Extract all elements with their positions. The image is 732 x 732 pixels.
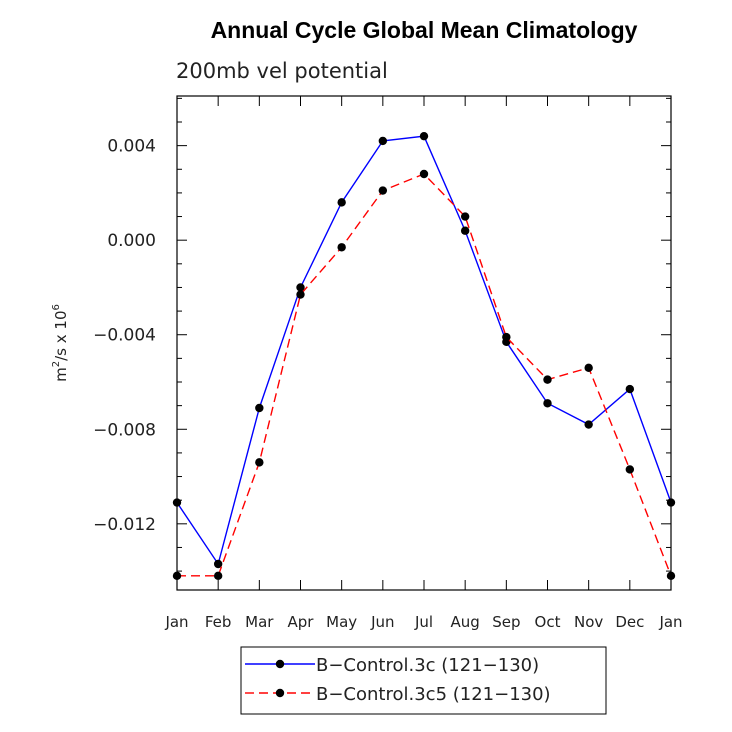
- x-tick-label: Jun: [370, 613, 394, 631]
- chart-subtitle: 200mb vel potential: [176, 59, 388, 83]
- chart-title: Annual Cycle Global Mean Climatology: [211, 17, 638, 43]
- x-tick-label: Jan: [658, 613, 682, 631]
- series-line: [177, 173, 672, 577]
- data-point: [296, 290, 305, 299]
- y-tick-labels: 0.004 0.000 −0.004 −0.008 −0.012: [93, 137, 156, 535]
- data-point: [337, 198, 346, 207]
- x-tick-label: Aug: [451, 613, 480, 631]
- data-point: [255, 403, 264, 413]
- data-point: [378, 136, 388, 146]
- data-point: [419, 169, 429, 179]
- data-point: [584, 363, 593, 373]
- data-point: [666, 571, 676, 581]
- data-point: [213, 571, 223, 581]
- data-point: [625, 465, 635, 474]
- y-axis-label-base: m: [52, 367, 70, 382]
- data-point: [255, 458, 264, 467]
- x-tick-label: Nov: [574, 613, 603, 631]
- x-tick-label: Mar: [245, 613, 274, 631]
- data-point: [296, 283, 305, 292]
- axis-ticks: [176, 96, 672, 590]
- plot-frame: [176, 95, 672, 591]
- data-point: [378, 186, 388, 195]
- data-point: [172, 571, 182, 581]
- y-tick-label: −0.004: [93, 326, 156, 346]
- y-axis-label-exp: 6: [51, 304, 62, 310]
- x-tick-label: Feb: [205, 613, 232, 631]
- legend: B−Control.3c (121−130) B−Control.3c5 (121…: [240, 646, 607, 715]
- data-point: [460, 212, 470, 221]
- x-tick-label: Dec: [615, 613, 644, 631]
- series-line: [176, 135, 672, 566]
- x-tick-label: May: [326, 613, 357, 631]
- data-point: [419, 131, 429, 141]
- y-axis-label: m2/s x 106: [51, 304, 70, 382]
- x-tick-label: Jan: [164, 613, 188, 631]
- y-axis-label-sup: 2: [51, 361, 62, 367]
- data-point: [625, 384, 635, 394]
- y-tick-label: −0.012: [93, 515, 156, 535]
- data-point: [213, 559, 223, 569]
- y-tick-label: 0.000: [107, 231, 156, 251]
- data-point: [460, 226, 470, 235]
- legend-marker: [275, 688, 285, 698]
- data-point: [502, 332, 511, 342]
- y-tick-label: 0.004: [107, 137, 156, 157]
- x-tick-labels: Jan Feb Mar Apr May Jun Jul Aug Sep Oct Nov Dec Jan: [164, 613, 682, 631]
- y-tick-label: −0.008: [93, 420, 156, 440]
- x-tick-label: Jul: [414, 613, 433, 631]
- legend-label: B−Control.3c (121−130): [316, 655, 539, 676]
- data-point: [543, 375, 552, 384]
- x-tick-label: Apr: [288, 613, 315, 631]
- data-point: [172, 498, 182, 507]
- y-axis-label-mid: /s x 10: [52, 311, 70, 361]
- series-layer: [172, 131, 676, 581]
- data-point: [584, 420, 593, 429]
- x-tick-label: Sep: [492, 613, 520, 631]
- data-point: [337, 243, 346, 252]
- data-point: [543, 399, 552, 408]
- series-1: [172, 131, 676, 569]
- data-point: [666, 498, 676, 507]
- legend-marker: [275, 659, 285, 669]
- x-tick-label: Oct: [535, 613, 561, 631]
- series-2: [172, 169, 676, 581]
- svg-text:m2/s x 106: m2/s x 106: [51, 304, 70, 382]
- legend-box: [240, 646, 607, 715]
- legend-label: B−Control.3c5 (121−130): [316, 684, 551, 705]
